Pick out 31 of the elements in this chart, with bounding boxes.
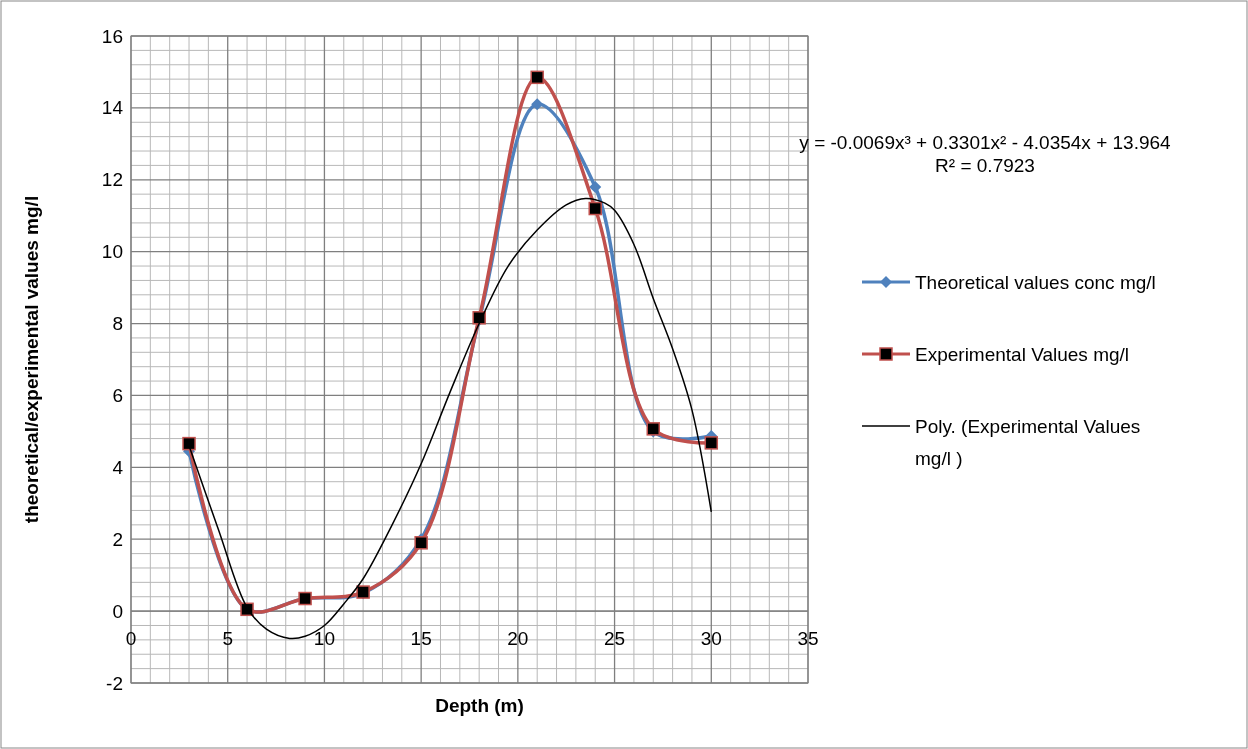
legend-label: Theoretical values conc mg/l xyxy=(915,271,1156,293)
y-tick-label: 16 xyxy=(101,25,123,47)
y-tick-label: 0 xyxy=(112,600,123,622)
point xyxy=(530,70,544,85)
point xyxy=(531,98,544,111)
y-tick-label: 6 xyxy=(112,384,123,406)
y-tick-label: 4 xyxy=(112,456,124,478)
point xyxy=(588,201,602,216)
y-tick-label: -2 xyxy=(106,672,123,694)
x-tick-label: 10 xyxy=(313,628,335,650)
legend-label: Poly. (Experimental Values mg/l ) xyxy=(915,415,1141,469)
x-tick-label: 25 xyxy=(604,628,626,650)
y-tick-label: 8 xyxy=(112,313,123,335)
x-tick-label: 35 xyxy=(797,628,819,650)
y-axis-title: theoretical/experimental values mg/l xyxy=(21,195,42,524)
point xyxy=(589,180,602,193)
x-tick-label: 20 xyxy=(507,628,529,650)
y-tick-label: 10 xyxy=(101,241,123,263)
legend-label: Experimental Values mg/l xyxy=(915,343,1130,365)
x-tick-label: 15 xyxy=(410,628,432,650)
y-tick-label: 12 xyxy=(101,169,123,191)
x-tick-label: 30 xyxy=(700,628,722,650)
x-axis-title: Depth (m) xyxy=(435,695,524,716)
point xyxy=(414,536,428,550)
y-tick-label: 14 xyxy=(101,97,124,119)
x-tick-label: 5 xyxy=(222,628,233,650)
point xyxy=(704,436,719,450)
text: R² = 0.7923 xyxy=(935,154,1035,176)
point xyxy=(182,436,196,451)
y-tick-label: 2 xyxy=(112,528,123,550)
annotation: y = -0.0069x³ + 0.3301x² - 4.0354x + 13.964 xyxy=(799,131,1172,153)
